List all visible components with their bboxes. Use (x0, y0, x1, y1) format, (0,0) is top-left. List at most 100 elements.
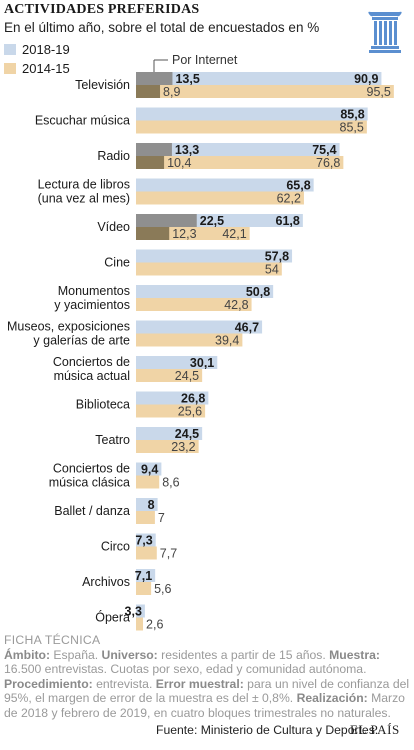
fiche-label-1: Universo: (101, 647, 158, 662)
value-label-2018-19-6: 50,8 (246, 285, 270, 299)
bar-2014-15-8 (136, 369, 203, 382)
value-label-2014-15-9: 25,6 (178, 405, 202, 419)
bar-2014-15-6 (136, 298, 252, 311)
category-label-13: Circo (101, 540, 130, 554)
value-label-2014-15-11: 8,6 (162, 476, 179, 490)
brand-logo: EL PAÍS (350, 722, 400, 737)
value-label-2018-19-15: 3,3 (125, 605, 142, 619)
value-label-2018-19-9: 26,8 (181, 392, 205, 406)
value-label-2018-19-12: 8 (148, 498, 155, 512)
bar-2018-19-1 (136, 107, 368, 121)
bar-2014-15-0 (136, 85, 394, 98)
category-label-0: Televisión (75, 78, 130, 92)
value-label-2018-19-2: 75,4 (312, 143, 336, 157)
category-label-3-line-2: (una vez al mes) (38, 192, 130, 206)
fiche-text-1: residentes a partir de 15 años. (157, 647, 330, 662)
bar-2018-19-2 (136, 143, 340, 156)
fiche-label-2: Muestra: (329, 647, 380, 662)
value-label-2014-15-14: 5,6 (154, 582, 171, 596)
bar-2018-19-12 (136, 498, 158, 511)
bar-internet-2018-19-0 (136, 72, 173, 85)
category-label-11-line-2: música clásica (49, 476, 130, 490)
category-label-8-line-2: música actual (54, 369, 130, 383)
value-label-2018-19-8: 30,1 (190, 356, 214, 370)
value-label-2014-15-4: 42,1 (222, 227, 246, 241)
bar-2014-15-11 (136, 475, 160, 489)
category-label-12: Ballet / danza (54, 504, 130, 518)
bar-2018-19-3 (136, 178, 314, 192)
bar-2018-19-11 (136, 462, 162, 476)
category-label-11-line-1: Conciertos de (53, 462, 130, 476)
legend-label-2014-15: 2014-15 (22, 61, 70, 76)
category-label-1: Escuchar música (35, 114, 130, 128)
bar-2014-15-5 (136, 262, 282, 276)
category-label-2: Radio (97, 149, 130, 163)
bar-2014-15-2 (136, 156, 344, 169)
value-label-2018-19-14: 7,1 (135, 569, 152, 583)
fiche-text-2: 16.500 entrevistas. Cuotas por sexo, eda… (4, 662, 367, 677)
fiche-text-5: Marzo de 2018 y febrero de 2019, en cuat… (4, 691, 405, 720)
fiche-text-0: España. (50, 647, 102, 662)
legend-label-2018-19: 2018-19 (22, 42, 70, 57)
bar-internet-2018-19-2 (136, 143, 172, 156)
value-label-2014-15-3: 62,2 (277, 192, 301, 206)
category-label-14: Archivos (82, 575, 130, 589)
value-label-2014-15-12: 7 (158, 511, 165, 525)
value-label-2018-19-7: 46,7 (235, 321, 259, 335)
bar-2014-15-9 (136, 404, 206, 418)
category-label-3-line-1: Lectura de libros (38, 178, 130, 192)
bar-2018-19-13 (136, 533, 156, 547)
bar-2014-15-13 (136, 546, 157, 560)
bar-2014-15-10 (136, 440, 199, 453)
legend-swatch-2014-15 (4, 63, 16, 74)
technical-sheet-title: FICHA TÉCNICA (4, 633, 101, 647)
value-label-2014-15-1: 85,5 (340, 121, 364, 135)
fiche-label-5: Realización: (296, 691, 368, 706)
bar-2018-19-15 (136, 604, 145, 618)
chart-subtitle: En el último año, sobre el total de encu… (4, 20, 320, 35)
value-label-2018-19-5: 57,8 (265, 250, 289, 264)
value-label-2018-19-13: 7,3 (135, 534, 152, 548)
technical-sheet: FICHA TÉCNICA Ámbito: España. Universo: … (4, 633, 410, 721)
bar-2018-19-6 (136, 285, 274, 298)
value-label-2014-15-15: 2,6 (146, 618, 163, 632)
bar-2014-15-3 (136, 191, 304, 205)
value-label-2018-19-4: 61,8 (276, 214, 300, 228)
value-label-2018-19-0: 90,9 (354, 72, 378, 86)
legend-swatch-2018-19 (4, 44, 16, 55)
fiche-label-0: Ámbito: (4, 647, 51, 662)
bar-internet-2018-19-4 (136, 214, 197, 227)
value-label-internet-2018-19-0: 13,5 (175, 72, 199, 86)
category-label-15: Ópera (95, 610, 130, 625)
value-label-2014-15-8: 24,5 (175, 369, 199, 383)
value-label-2018-19-11: 9,4 (141, 463, 158, 477)
bar-2018-19-9 (136, 391, 209, 405)
bar-internet-2014-15-0 (136, 85, 161, 98)
value-label-2018-19-1: 85,8 (340, 108, 364, 122)
category-label-10: Teatro (95, 433, 130, 447)
source-note: Fuente: Ministerio de Cultura y Deportes… (156, 723, 379, 737)
fiche-text-3: entrevista. (92, 676, 156, 691)
bar-2018-19-0 (136, 72, 382, 85)
value-label-2014-15-2: 76,8 (316, 156, 340, 170)
value-label-2014-15-5: 54 (265, 263, 279, 277)
bar-2014-15-1 (136, 120, 367, 134)
bar-2014-15-15 (136, 617, 144, 631)
legend-item-2014-15: 2014-15 (4, 61, 70, 76)
bar-2014-15-12 (136, 511, 155, 524)
bar-2018-19-10 (136, 427, 203, 440)
bar-chart: Televisión 90,995,5 13,58,9 Escuchar música… (7, 53, 394, 632)
internet-callout-label: Por Internet (172, 53, 238, 67)
value-label-internet-2014-15-4: 12,3 (172, 227, 196, 241)
value-label-internet-2014-15-2: 10,4 (167, 156, 191, 170)
category-label-7-line-2: y galerías de arte (33, 334, 130, 348)
bar-2018-19-8 (136, 356, 218, 369)
value-label-2018-19-10: 24,5 (175, 427, 199, 441)
bar-2014-15-14 (136, 582, 152, 595)
category-label-6-line-2: y yacimientos (54, 298, 130, 312)
value-label-internet-2018-19-4: 22,5 (200, 214, 224, 228)
column-logo-icon (368, 11, 402, 53)
bar-2014-15-7 (136, 333, 243, 347)
technical-sheet-body: Ámbito: España. Universo: residentes a p… (4, 648, 410, 721)
legend-item-2018-19: 2018-19 (4, 42, 70, 57)
